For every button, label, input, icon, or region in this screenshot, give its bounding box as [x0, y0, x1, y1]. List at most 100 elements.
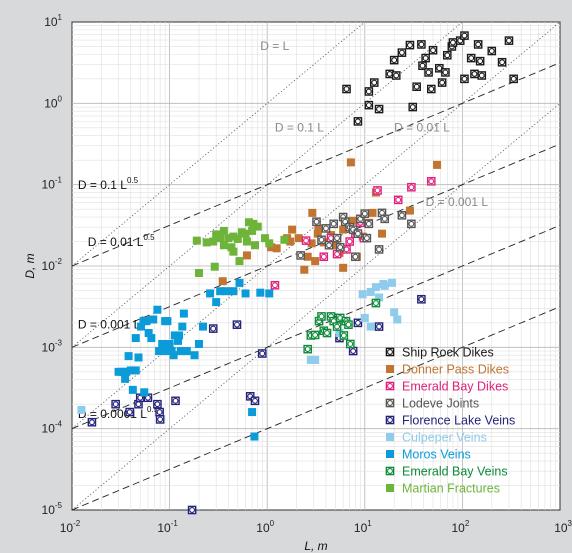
point-series-6 — [256, 288, 265, 297]
point-series-8 — [229, 247, 238, 256]
legend-marker-circle — [387, 468, 393, 474]
point-series-3 — [354, 230, 361, 237]
point-series-6 — [122, 367, 131, 376]
point-series-2 — [345, 237, 354, 246]
point-series-0 — [461, 75, 468, 82]
point-series-0 — [497, 57, 507, 67]
point-series-0 — [439, 79, 446, 86]
point-series-5 — [306, 355, 315, 364]
point-series-8 — [219, 226, 228, 235]
point-series-7 — [372, 300, 379, 307]
point-series-4 — [88, 419, 95, 426]
point-series-4 — [172, 397, 179, 404]
point-series-1 — [331, 241, 340, 250]
point-series-8 — [241, 229, 250, 238]
point-series-6 — [265, 289, 274, 298]
point-series-6 — [248, 408, 257, 417]
reference-line-label-5: D = 0.01 L0.5 — [88, 233, 155, 249]
y-axis-label: D, m — [23, 253, 37, 278]
point-series-1 — [288, 225, 297, 234]
point-series-4 — [154, 401, 161, 408]
reference-line-label-0: D = L — [260, 39, 289, 53]
point-series-0 — [488, 48, 495, 54]
y-tick-label: 10-4 — [42, 420, 63, 436]
point-series-0 — [364, 87, 374, 96]
point-series-4 — [112, 401, 119, 408]
point-series-0 — [499, 59, 506, 66]
point-series-6 — [194, 339, 203, 348]
point-series-2 — [334, 251, 341, 258]
point-series-0 — [442, 69, 449, 76]
y-tick-label: 10-1 — [42, 176, 63, 192]
point-series-3 — [374, 245, 384, 254]
point-series-5 — [358, 290, 367, 299]
point-series-4 — [257, 349, 267, 358]
legend-marker — [386, 365, 394, 373]
point-series-7 — [303, 344, 313, 354]
point-series-4 — [157, 416, 164, 423]
point-series-0 — [413, 83, 420, 90]
point-series-8 — [251, 241, 260, 250]
point-series-0 — [478, 72, 485, 79]
point-series-0 — [364, 100, 374, 110]
point-series-5 — [371, 283, 380, 292]
point-series-4 — [250, 396, 260, 406]
reference-line-label-3: D = 0.001 L — [426, 195, 489, 209]
point-series-0 — [353, 117, 363, 126]
point-series-8 — [235, 257, 244, 266]
point-series-6 — [167, 347, 176, 356]
legend-label: Ship Rock Dikes — [402, 346, 494, 360]
point-series-5 — [390, 308, 399, 317]
point-series-3 — [297, 252, 304, 259]
point-series-3 — [381, 215, 388, 222]
point-series-3 — [364, 219, 374, 229]
point-series-3 — [326, 242, 332, 249]
point-series-0 — [437, 78, 447, 87]
point-series-6 — [169, 351, 178, 360]
point-series-6 — [182, 347, 191, 356]
point-series-3 — [356, 214, 365, 224]
point-series-2 — [346, 238, 353, 245]
point-series-5 — [311, 355, 320, 364]
x-tick-label: 10-1 — [157, 519, 178, 535]
point-series-6 — [121, 374, 130, 383]
point-series-6 — [212, 298, 221, 307]
x-tick-label: 101 — [354, 519, 372, 535]
reference-lines — [72, 22, 560, 510]
reference-line-3 — [72, 103, 560, 510]
point-series-0 — [343, 86, 350, 92]
point-series-4 — [234, 321, 240, 328]
point-series-5 — [375, 293, 384, 302]
point-series-4 — [418, 296, 425, 303]
point-series-8 — [192, 236, 201, 245]
point-series-0 — [374, 104, 384, 114]
point-series-3 — [365, 220, 372, 227]
point-series-0 — [471, 70, 478, 77]
point-series-6 — [158, 339, 167, 348]
reference-line-label-2: D = 0.01 L — [394, 121, 450, 135]
point-series-2 — [301, 236, 311, 245]
point-series-6 — [131, 334, 140, 343]
point-series-1 — [307, 239, 316, 248]
reference-line-1 — [72, 22, 464, 348]
point-series-3 — [324, 240, 334, 250]
legend-label: Donner Pass Dikes — [402, 363, 509, 377]
point-series-0 — [425, 69, 432, 76]
point-series-0 — [421, 53, 430, 63]
reference-line-0 — [72, 22, 366, 267]
point-series-8 — [194, 269, 203, 278]
point-series-0 — [475, 56, 485, 66]
point-series-6 — [176, 347, 185, 356]
point-series-0 — [460, 31, 469, 40]
point-series-1 — [303, 252, 312, 261]
point-series-0 — [405, 40, 415, 50]
point-series-2 — [407, 182, 416, 192]
point-series-3 — [362, 233, 372, 243]
point-series-7 — [345, 321, 352, 328]
point-series-8 — [244, 218, 253, 227]
point-series-6 — [165, 339, 174, 348]
point-series-4 — [156, 409, 163, 416]
legend-marker-circle — [387, 417, 393, 423]
legend-label: Florence Lake Veins — [402, 414, 515, 428]
point-series-0 — [449, 39, 456, 46]
